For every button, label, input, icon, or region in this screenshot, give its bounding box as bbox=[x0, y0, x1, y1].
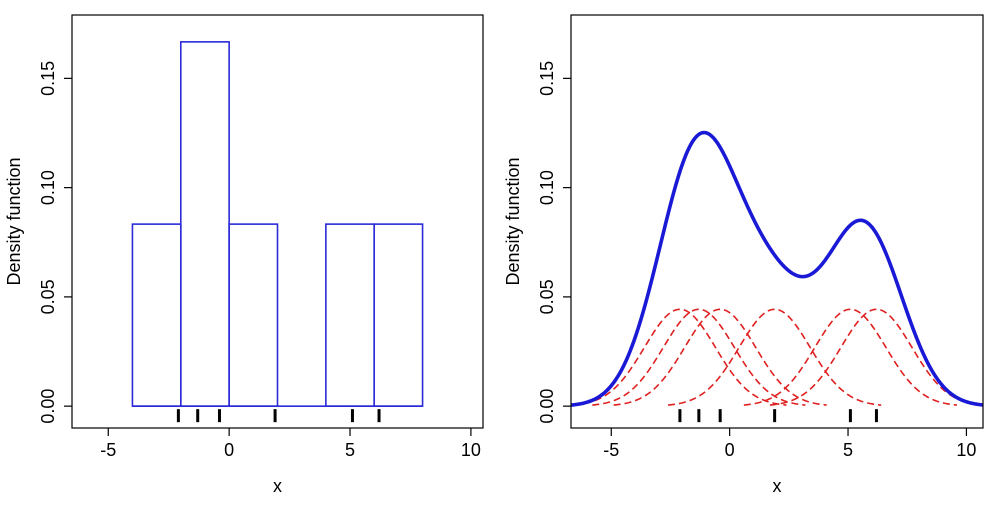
kernel-component bbox=[573, 308, 787, 406]
histogram-bar bbox=[325, 223, 376, 407]
kernel-component bbox=[592, 308, 806, 406]
y-axis-label: Density function bbox=[503, 157, 523, 285]
y-tick-label: 0.00 bbox=[537, 389, 557, 424]
x-axis-label: x bbox=[273, 476, 282, 496]
kernel-component bbox=[668, 308, 882, 406]
x-axis-label: x bbox=[773, 476, 782, 496]
kernel-component bbox=[613, 308, 827, 406]
panel-1: -5 0 5 10 0.00 0.05 0.10 0.15 x Density function bbox=[4, 14, 484, 496]
x-tick-label: 5 bbox=[843, 440, 853, 460]
kernel-component bbox=[769, 308, 984, 406]
plot-frame bbox=[71, 14, 484, 429]
x-tick-label: 0 bbox=[725, 440, 735, 460]
panel-2: -5 0 5 10 0.00 0.05 0.10 0.15 x Density function bbox=[503, 14, 984, 496]
x-tick-label: -5 bbox=[603, 440, 619, 460]
y-tick-label: 0.10 bbox=[537, 170, 557, 205]
y-tick-label: 0.05 bbox=[38, 279, 58, 314]
histogram-bar bbox=[373, 223, 424, 407]
x-tick-label: -5 bbox=[100, 440, 116, 460]
kernel-density-curve bbox=[570, 130, 984, 407]
histogram-bar bbox=[228, 223, 279, 407]
y-tick-label: 0.00 bbox=[38, 389, 58, 424]
x-tick-label: 5 bbox=[345, 440, 355, 460]
x-tick-label: 10 bbox=[461, 440, 481, 460]
histogram-bar bbox=[131, 223, 182, 407]
plot-frame bbox=[570, 14, 984, 429]
y-tick-label: 0.05 bbox=[537, 279, 557, 314]
x-tick-label: 0 bbox=[224, 440, 234, 460]
kernel-component bbox=[743, 308, 958, 406]
x-tick-label: 10 bbox=[956, 440, 976, 460]
y-axis-label: Density function bbox=[4, 157, 24, 285]
y-tick-label: 0.15 bbox=[537, 61, 557, 96]
y-tick-label: 0.15 bbox=[38, 61, 58, 96]
y-tick-label: 0.10 bbox=[38, 170, 58, 205]
histogram-bar bbox=[179, 41, 230, 407]
